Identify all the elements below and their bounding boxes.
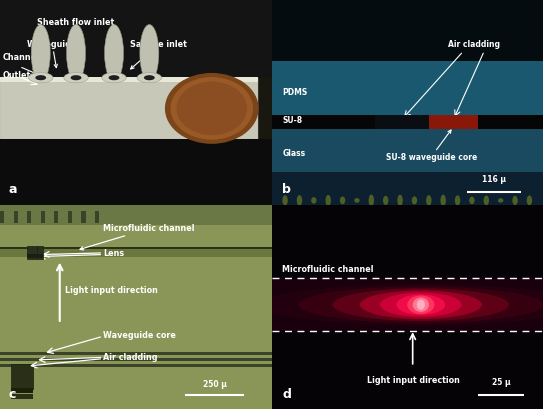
Circle shape xyxy=(177,82,247,135)
Ellipse shape xyxy=(413,298,429,312)
Text: Waveguide: Waveguide xyxy=(27,40,78,67)
Ellipse shape xyxy=(102,73,126,83)
Ellipse shape xyxy=(417,299,425,310)
Bar xyxy=(0,77,258,82)
Bar xyxy=(272,0,543,61)
Ellipse shape xyxy=(397,195,403,206)
Bar xyxy=(14,211,17,223)
Text: Lens: Lens xyxy=(103,249,124,258)
Text: PDMS: PDMS xyxy=(282,88,308,97)
Ellipse shape xyxy=(440,198,446,203)
Text: Light input direction: Light input direction xyxy=(65,286,158,295)
Text: Outlet: Outlet xyxy=(3,71,31,80)
Ellipse shape xyxy=(369,198,374,202)
Text: Sample inlet: Sample inlet xyxy=(130,40,187,69)
Text: b: b xyxy=(282,183,291,196)
Ellipse shape xyxy=(412,195,417,206)
Ellipse shape xyxy=(325,198,331,203)
Bar xyxy=(11,393,33,399)
Bar xyxy=(272,278,543,331)
Text: Light input direction: Light input direction xyxy=(367,376,459,385)
Text: Waveguide core: Waveguide core xyxy=(103,331,176,340)
Bar xyxy=(0,211,4,223)
Ellipse shape xyxy=(29,73,53,83)
Ellipse shape xyxy=(137,73,162,83)
Ellipse shape xyxy=(258,284,543,325)
Ellipse shape xyxy=(396,294,445,315)
Bar xyxy=(11,364,33,389)
Ellipse shape xyxy=(426,196,432,205)
Ellipse shape xyxy=(299,286,543,323)
Ellipse shape xyxy=(469,196,475,205)
Ellipse shape xyxy=(340,197,345,204)
Ellipse shape xyxy=(296,198,302,203)
Text: 250 μ: 250 μ xyxy=(203,380,226,389)
Bar xyxy=(27,254,43,258)
Circle shape xyxy=(166,74,258,143)
Text: SU-8: SU-8 xyxy=(282,116,302,125)
Bar xyxy=(0,358,272,361)
Bar xyxy=(27,246,37,259)
Ellipse shape xyxy=(311,198,317,203)
Ellipse shape xyxy=(104,25,124,82)
Text: Channel: Channel xyxy=(3,53,40,62)
Ellipse shape xyxy=(332,288,509,321)
Text: Air cladding: Air cladding xyxy=(103,353,157,362)
Text: Sheath flow inlet: Sheath flow inlet xyxy=(37,18,115,61)
Ellipse shape xyxy=(35,75,46,80)
Ellipse shape xyxy=(383,196,388,205)
Bar xyxy=(272,61,543,115)
Bar xyxy=(272,115,543,129)
Text: c: c xyxy=(8,388,16,401)
Bar xyxy=(375,115,429,129)
Bar xyxy=(0,78,258,139)
Text: d: d xyxy=(282,388,291,401)
Bar xyxy=(0,254,272,257)
Text: Microfluidic channel: Microfluidic channel xyxy=(282,265,374,274)
Bar xyxy=(41,211,45,223)
Bar xyxy=(429,115,478,129)
Bar xyxy=(54,211,59,223)
Bar xyxy=(81,211,86,223)
Bar xyxy=(11,388,33,393)
Ellipse shape xyxy=(109,75,119,80)
Ellipse shape xyxy=(67,25,86,82)
Bar xyxy=(0,249,272,257)
Bar xyxy=(0,352,272,355)
Ellipse shape xyxy=(380,292,462,317)
Ellipse shape xyxy=(144,75,155,80)
Text: 116 μ: 116 μ xyxy=(482,175,506,184)
Bar xyxy=(0,204,272,225)
Text: a: a xyxy=(8,183,17,196)
Bar xyxy=(37,246,43,259)
Ellipse shape xyxy=(354,194,359,207)
Text: SU-8 waveguide core: SU-8 waveguide core xyxy=(386,130,477,162)
Ellipse shape xyxy=(282,198,288,203)
Bar xyxy=(27,211,31,223)
Bar xyxy=(272,172,543,204)
Ellipse shape xyxy=(484,195,489,206)
Ellipse shape xyxy=(407,295,434,314)
Ellipse shape xyxy=(140,25,159,82)
Circle shape xyxy=(171,78,252,139)
Ellipse shape xyxy=(498,196,503,205)
Ellipse shape xyxy=(31,25,50,82)
Bar xyxy=(95,211,99,223)
Bar xyxy=(0,139,272,204)
Ellipse shape xyxy=(513,198,518,203)
Ellipse shape xyxy=(455,198,460,203)
Ellipse shape xyxy=(527,197,532,204)
Text: Microfluidic channel: Microfluidic channel xyxy=(80,224,195,250)
Bar xyxy=(272,129,543,172)
Ellipse shape xyxy=(71,75,81,80)
Ellipse shape xyxy=(64,73,89,83)
Text: Air cladding: Air cladding xyxy=(448,40,500,49)
Bar xyxy=(0,364,272,367)
Text: 25 μ: 25 μ xyxy=(491,378,510,387)
Text: Glass: Glass xyxy=(282,149,306,158)
Ellipse shape xyxy=(360,290,482,319)
Bar xyxy=(68,211,72,223)
Bar xyxy=(0,247,272,249)
